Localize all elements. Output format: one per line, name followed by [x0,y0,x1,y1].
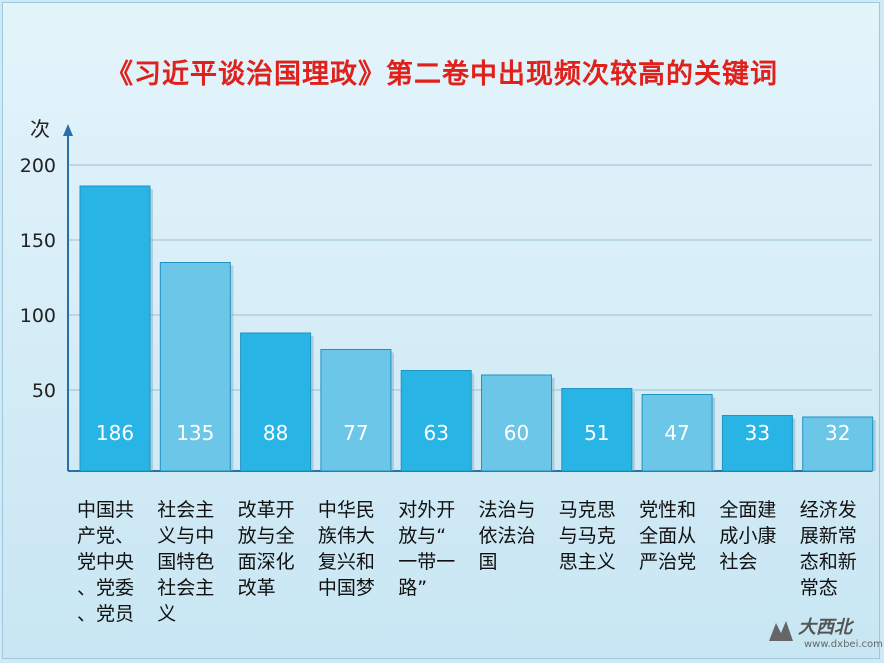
y-tick-label: 100 [20,305,56,327]
bar [641,394,713,472]
y-tick-label: 50 [32,380,56,402]
bar [240,332,312,472]
bar-value-label: 32 [825,421,850,445]
y-tick-label: 200 [20,155,56,177]
bar-value-label: 47 [664,421,689,445]
bar-value-label: 135 [176,421,214,445]
bar-value-label: 186 [96,421,134,445]
bar-value-label: 60 [504,421,529,445]
watermark-url: www.dxbei.com [804,639,883,650]
bar [159,262,231,472]
bar [400,370,472,472]
watermark-logo: 大西北 www.dxbei.com [764,611,883,655]
bar [721,415,793,472]
x-category-label: 中国共 产党、 党中央 、党委 、党员 [77,499,135,625]
y-axis-label: 次 [30,117,50,141]
bar-value-label: 77 [343,421,368,445]
bar-value-label: 88 [263,421,288,445]
bar [320,349,392,472]
x-category-label: 中华民 族伟大 复兴和 中国梦 [317,499,375,599]
x-category-label: 社会主 义与中 国特色 社会主 义 [157,499,215,625]
x-category-label: 马克思 与马克 思主义 [558,499,616,573]
bar [481,374,552,472]
x-category-label: 改革开 放与全 面深化 改革 [237,499,295,599]
bar [802,416,874,472]
x-category-label: 法治与 依法治 国 [478,499,536,573]
bar-value-label: 33 [745,421,770,445]
x-category-label: 党性和 全面从 严治党 [639,499,697,573]
bar [79,185,151,472]
y-tick-label: 150 [20,230,56,252]
bar [561,388,633,472]
chart-title: 《习近平谈治国理政》第二卷中出现频次较高的关键词 [106,59,778,90]
x-category-label: 经济发 展新常 态和新 常态 [799,499,857,599]
bar-value-label: 51 [584,421,609,445]
logo-icon [769,621,793,641]
x-category-label: 对外开 放与“ 一带一 路” [398,499,456,599]
y-axis-arrow [63,124,73,136]
bar-value-label: 63 [423,421,448,445]
x-category-label: 全面建 成小康 社会 [719,499,777,573]
watermark-text: 大西北 [798,617,852,638]
